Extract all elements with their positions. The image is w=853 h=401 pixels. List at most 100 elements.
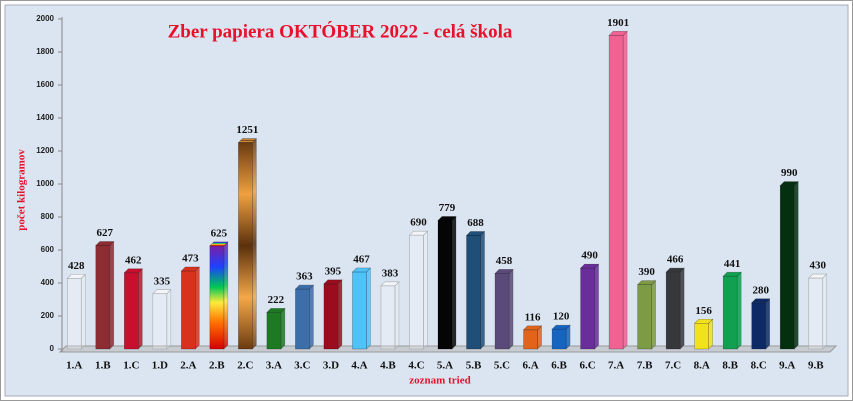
bar [238,142,253,350]
value-label: 627 [97,227,114,239]
bar-top [608,31,628,36]
bar-top [693,318,714,324]
y-tick-label: 1600 [36,80,54,89]
bar-side [195,266,200,350]
bar-top [551,324,571,330]
chart-title: Zber papiera OKTÓBER 2022 - celá škola [168,20,513,42]
bar [380,285,396,350]
bar-side [137,268,143,350]
x-tick-label: 6.A [522,360,538,372]
x-tick-label: 7.C [665,360,681,372]
y-tick-label: 1200 [36,146,54,155]
bar [808,277,824,350]
bar-top [351,267,372,273]
bar-side [166,289,172,350]
bar-top [408,230,429,236]
bar-top [522,325,543,331]
x-tick-label: 4.C [408,360,424,372]
bar-side [337,279,343,350]
bar [123,272,139,350]
bar-side [651,279,656,350]
bar [580,267,595,350]
bar-side [80,273,86,350]
bar-top [237,138,258,143]
bar-side [594,263,599,350]
bar [466,235,481,350]
bar-side [109,240,115,350]
y-tick-label: 200 [41,311,55,320]
bar [295,288,310,350]
value-label: 990 [781,167,798,179]
bar [665,271,681,350]
bar [779,185,795,350]
bar-top [636,280,657,285]
value-label: 779 [439,202,456,214]
bar-top [437,216,457,221]
bar-top [123,268,144,274]
bar-side [622,30,628,350]
bar-side [679,267,685,350]
bar-top [152,289,172,295]
x-tick-label: 5.B [466,360,482,372]
x-tick-label: 1.C [123,360,139,372]
bar [409,234,424,350]
value-label: 430 [809,260,826,272]
value-label: 120 [553,311,570,323]
value-label: 1901 [607,17,629,29]
bar-top [579,263,600,269]
bar [95,245,111,350]
x-tick-label: 2.C [237,360,253,372]
value-label: 1251 [236,124,258,136]
x-tick-label: 4.A [351,360,367,372]
bar [551,328,567,350]
y-tick-label: 0 [50,344,55,353]
bar-top [779,181,799,186]
bar-top [750,298,771,304]
value-label: 625 [211,227,228,239]
bar-side [765,298,771,350]
bar [608,35,624,350]
bar-top [665,267,685,273]
x-tick-label: 1.A [66,360,82,372]
x-tick-label: 8.B [722,360,738,372]
bar-side [280,307,286,350]
bar-top [465,231,486,236]
bar [637,284,652,350]
x-tick-label: 3.D [323,360,339,372]
bar-side [480,230,485,350]
bar-top [494,269,514,274]
value-label: 383 [382,267,399,279]
bar-side [309,284,314,350]
y-tick-label: 400 [41,278,55,287]
bar-top [808,273,828,279]
value-label: 473 [182,252,199,264]
x-tick-label: 1.B [95,360,111,372]
y-tick-label: 1000 [36,179,54,188]
bar [152,293,168,350]
x-tick-label: 9.A [779,360,795,372]
bar-side [366,267,371,350]
x-axis-label: zoznam tried [409,375,470,387]
value-label: 280 [752,284,769,296]
value-label: 363 [296,271,313,283]
bar-top [66,274,86,279]
value-label: 690 [410,217,427,229]
x-tick-label: 9.B [808,360,824,372]
value-label: 490 [581,250,598,262]
x-tick-label: 5.C [494,360,510,372]
value-label: 467 [353,253,370,265]
x-tick-label: 6.C [579,360,595,372]
bar-top [294,284,315,290]
bar [66,278,82,350]
y-tick-label: 800 [41,212,55,221]
bar [266,312,282,350]
bar-top [180,266,201,272]
bar-top [266,308,286,313]
x-tick-label: 3.A [266,360,282,372]
bar-side [508,268,514,350]
y-tick-label: 600 [41,245,55,254]
value-label: 466 [667,254,684,266]
value-label: 222 [268,294,285,306]
